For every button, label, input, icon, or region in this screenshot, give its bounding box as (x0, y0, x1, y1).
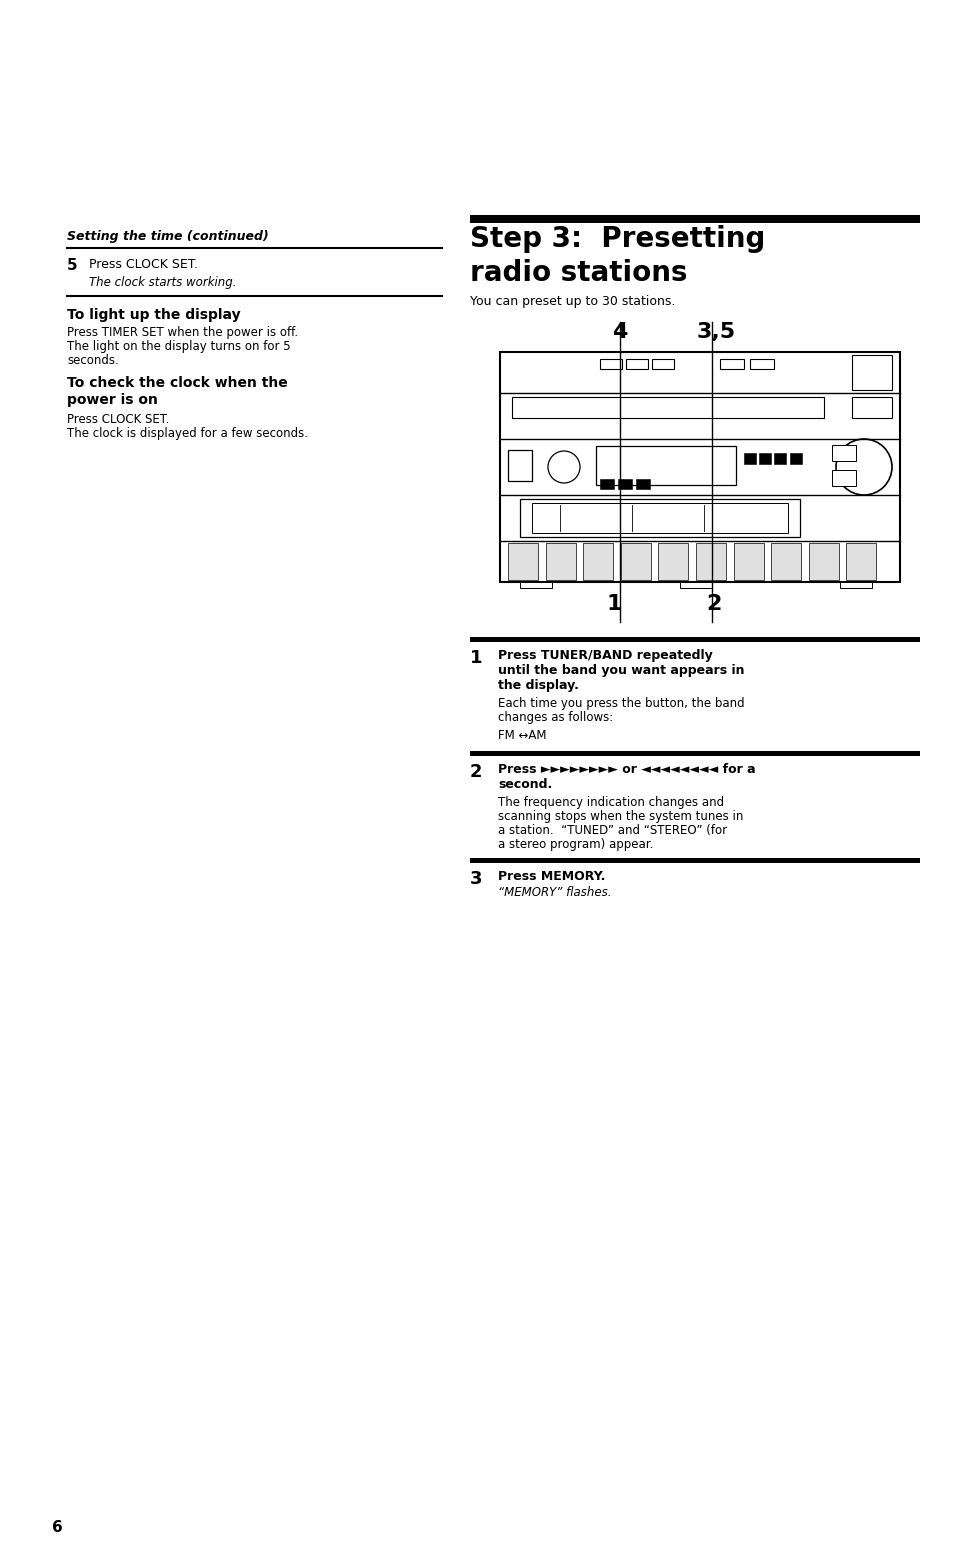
Text: scanning stops when the system tunes in: scanning stops when the system tunes in (497, 810, 742, 824)
Text: the display.: the display. (497, 680, 578, 692)
Text: The light on the display turns on for 5: The light on the display turns on for 5 (67, 340, 291, 352)
Bar (770, 542, 801, 579)
Text: You can preset up to 30 stations.: You can preset up to 30 stations. (470, 294, 675, 309)
Bar (620, 542, 650, 579)
Text: a stereo program) appear.: a stereo program) appear. (497, 838, 653, 850)
Bar (831, 470, 855, 487)
Bar (507, 451, 532, 481)
Bar (545, 542, 575, 579)
Bar (470, 858, 919, 863)
Text: seconds.: seconds. (67, 354, 118, 366)
Bar (507, 542, 537, 579)
Bar (749, 359, 773, 370)
Text: The clock starts working.: The clock starts working. (89, 276, 236, 290)
Text: power is on: power is on (67, 393, 157, 407)
Bar (618, 479, 631, 489)
Text: 1: 1 (605, 594, 621, 614)
Text: Press TUNER/BAND repeatedly: Press TUNER/BAND repeatedly (497, 648, 712, 662)
Bar (851, 355, 891, 390)
Text: 1: 1 (470, 648, 482, 667)
Text: To check the clock when the: To check the clock when the (67, 376, 288, 390)
Circle shape (835, 438, 891, 495)
Text: second.: second. (497, 778, 552, 791)
Bar (808, 542, 838, 579)
Text: a station.  “TUNED” and “STEREO” (for: a station. “TUNED” and “STEREO” (for (497, 824, 726, 836)
Bar (470, 752, 919, 756)
Bar (743, 453, 755, 464)
Text: FM ↔AM: FM ↔AM (497, 730, 546, 742)
Bar (599, 359, 621, 370)
Bar (599, 479, 614, 489)
Circle shape (547, 451, 579, 482)
Text: 3: 3 (470, 871, 482, 888)
Bar (696, 542, 725, 579)
Bar (519, 583, 552, 587)
Bar (733, 542, 762, 579)
Bar (831, 445, 855, 462)
Text: Press TIMER SET when the power is off.: Press TIMER SET when the power is off. (67, 326, 297, 338)
Text: Press MEMORY.: Press MEMORY. (497, 871, 605, 883)
Bar (789, 453, 801, 464)
Text: Press CLOCK SET.: Press CLOCK SET. (67, 413, 170, 426)
Bar (470, 215, 919, 222)
Text: Step 3:  Presetting: Step 3: Presetting (470, 226, 764, 254)
Bar (596, 446, 735, 484)
Bar (651, 359, 673, 370)
Bar (658, 542, 688, 579)
Text: Each time you press the button, the band: Each time you press the button, the band (497, 697, 744, 709)
Text: Setting the time (continued): Setting the time (continued) (67, 230, 269, 243)
Bar (774, 453, 785, 464)
Bar (759, 453, 770, 464)
Text: radio stations: radio stations (470, 258, 687, 287)
Bar (582, 542, 613, 579)
Text: To light up the display: To light up the display (67, 309, 240, 323)
Text: Press CLOCK SET.: Press CLOCK SET. (89, 258, 198, 271)
Text: changes as follows:: changes as follows: (497, 711, 613, 723)
Text: 5: 5 (67, 258, 77, 272)
Bar (532, 503, 787, 532)
Text: 3,5: 3,5 (696, 323, 735, 341)
Bar (512, 398, 823, 418)
Bar (845, 542, 876, 579)
Text: until the band you want appears in: until the band you want appears in (497, 664, 743, 677)
Text: 2: 2 (470, 763, 482, 781)
Bar (679, 583, 711, 587)
Bar (470, 637, 919, 642)
Bar (840, 583, 871, 587)
Text: 4: 4 (612, 323, 627, 341)
Bar (636, 479, 649, 489)
Bar (519, 498, 800, 537)
Text: 2: 2 (705, 594, 720, 614)
Bar (851, 398, 891, 418)
Bar (625, 359, 647, 370)
Text: Press ►►►►►►►► or ◄◄◄◄◄◄◄◄ for a: Press ►►►►►►►► or ◄◄◄◄◄◄◄◄ for a (497, 763, 755, 777)
Text: The clock is displayed for a few seconds.: The clock is displayed for a few seconds… (67, 428, 308, 440)
Text: The frequency indication changes and: The frequency indication changes and (497, 796, 723, 810)
Bar (499, 352, 899, 583)
Text: 6: 6 (52, 1521, 63, 1535)
Text: “MEMORY” flashes.: “MEMORY” flashes. (497, 886, 611, 899)
Bar (720, 359, 743, 370)
